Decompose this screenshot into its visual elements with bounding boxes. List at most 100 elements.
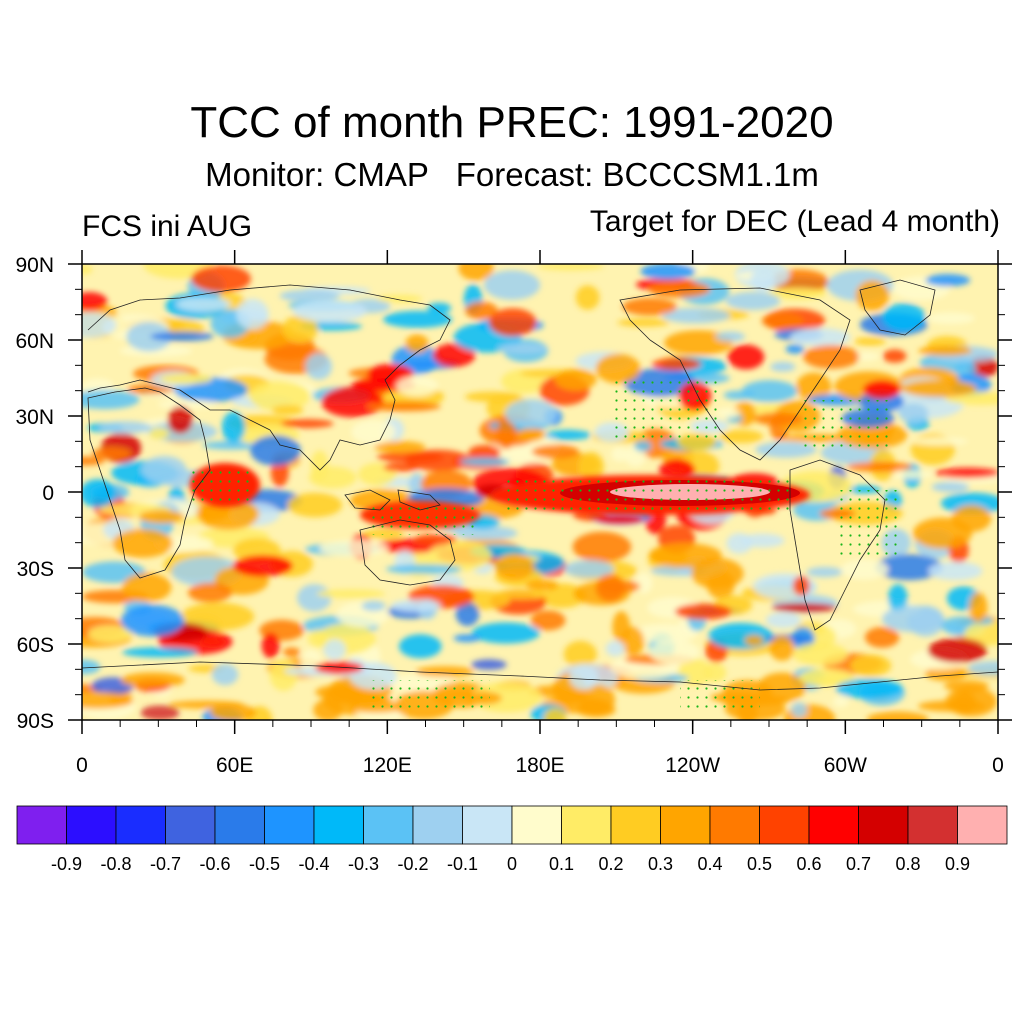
x-tick-label: 120E bbox=[363, 754, 412, 777]
field-patch bbox=[765, 612, 802, 629]
x-tick-label: 60E bbox=[216, 754, 253, 777]
field-patch bbox=[840, 559, 889, 580]
field-patch bbox=[803, 345, 860, 369]
field-patch bbox=[297, 584, 332, 612]
colorbar-label: 0.2 bbox=[598, 854, 623, 874]
colorbar-label: 0 bbox=[507, 854, 517, 874]
field-patch bbox=[210, 703, 256, 720]
field-patch bbox=[283, 647, 301, 657]
field-patch bbox=[271, 405, 304, 416]
field-patch bbox=[497, 344, 549, 353]
field-patch bbox=[120, 604, 185, 637]
field-patch bbox=[578, 451, 605, 483]
y-tick-label: 30S bbox=[17, 558, 54, 581]
field-patch bbox=[611, 446, 629, 462]
field-patch bbox=[640, 264, 696, 280]
significance-dots bbox=[190, 380, 900, 710]
field-patch bbox=[427, 302, 452, 314]
colorbar-swatch bbox=[66, 805, 117, 845]
field-patch bbox=[792, 576, 810, 596]
field-patch bbox=[791, 702, 808, 718]
colorbar-label: -0.1 bbox=[447, 854, 478, 874]
field-patch bbox=[863, 380, 901, 399]
field-patch bbox=[221, 411, 246, 443]
field-patch bbox=[785, 344, 805, 354]
field-patch bbox=[648, 281, 711, 298]
colorbar-swatch bbox=[511, 805, 562, 845]
field-patch bbox=[846, 461, 913, 472]
field-patch bbox=[632, 623, 698, 643]
field-patch bbox=[493, 589, 549, 599]
colorbar-label: -0.4 bbox=[298, 854, 329, 874]
colorbar-swatch bbox=[16, 805, 67, 845]
field-patch bbox=[928, 561, 983, 581]
y-tick-label: 30N bbox=[15, 406, 54, 429]
map-title: TCC of month PREC: 1991-2020 bbox=[190, 98, 834, 147]
field-patch bbox=[617, 318, 670, 327]
field-patch bbox=[927, 638, 988, 663]
field-patch bbox=[390, 599, 441, 612]
colorbar-swatch bbox=[957, 805, 1008, 845]
field-patch bbox=[167, 406, 193, 434]
field-patch bbox=[531, 444, 580, 459]
field-patch bbox=[415, 666, 474, 677]
field-patch bbox=[385, 564, 462, 574]
field-patch bbox=[796, 372, 832, 402]
colorbar-swatch bbox=[610, 805, 661, 845]
x-tick-label: 0 bbox=[992, 754, 1004, 777]
field-patch bbox=[875, 554, 943, 581]
field-patch bbox=[569, 665, 599, 690]
significance-region bbox=[370, 680, 490, 710]
field-patch bbox=[188, 582, 232, 603]
field-patch bbox=[543, 708, 567, 720]
significance-region bbox=[505, 478, 795, 510]
field-patch bbox=[313, 699, 343, 720]
field-patch bbox=[87, 625, 133, 643]
field-patch bbox=[383, 463, 419, 472]
field-patch bbox=[931, 481, 970, 493]
map-subtitle: Monitor: CMAP Forecast: BCCCSM1.1m bbox=[205, 156, 819, 193]
field-patch bbox=[901, 379, 977, 398]
field-patch bbox=[292, 300, 367, 323]
field-patch bbox=[323, 639, 346, 660]
field-patch bbox=[888, 584, 908, 612]
field-patch bbox=[578, 684, 616, 716]
field-patch bbox=[279, 289, 340, 302]
field-patch bbox=[649, 639, 700, 665]
y-tick-label: 90S bbox=[17, 710, 54, 733]
field-patch bbox=[596, 514, 644, 525]
field-patch bbox=[853, 352, 880, 361]
colorbar-swatch bbox=[115, 805, 166, 845]
field-patch bbox=[319, 539, 388, 557]
field-patch bbox=[691, 558, 744, 589]
x-tick-label: 120W bbox=[665, 754, 720, 777]
field-patch bbox=[202, 441, 262, 450]
colorbar-label: -0.9 bbox=[51, 854, 82, 874]
field-patch bbox=[634, 440, 652, 452]
field-patch bbox=[383, 310, 453, 328]
field-patch bbox=[918, 700, 986, 712]
field-patch bbox=[605, 640, 625, 657]
field-patch bbox=[308, 466, 357, 489]
field-patch bbox=[374, 441, 426, 453]
field-patch bbox=[725, 291, 781, 311]
colorbar-swatch bbox=[462, 805, 513, 845]
colorbar-label: 0.3 bbox=[648, 854, 673, 874]
field-patch bbox=[459, 457, 510, 466]
field-patch bbox=[432, 343, 476, 367]
field-patch bbox=[248, 381, 311, 411]
colorbar-swatch bbox=[165, 805, 216, 845]
field-patch bbox=[925, 274, 971, 287]
field-patch bbox=[727, 344, 765, 370]
field-patch bbox=[925, 666, 968, 682]
field-patch bbox=[769, 635, 795, 661]
colorbar-label: 0.6 bbox=[796, 854, 821, 874]
field-patch bbox=[652, 358, 701, 371]
field-patch bbox=[376, 451, 444, 463]
field-patch bbox=[622, 297, 677, 316]
colorbar-label: 0.9 bbox=[945, 854, 970, 874]
field-patch bbox=[918, 345, 973, 356]
field-patch bbox=[122, 572, 172, 603]
field-patch bbox=[563, 640, 597, 668]
field-patch bbox=[176, 297, 232, 312]
